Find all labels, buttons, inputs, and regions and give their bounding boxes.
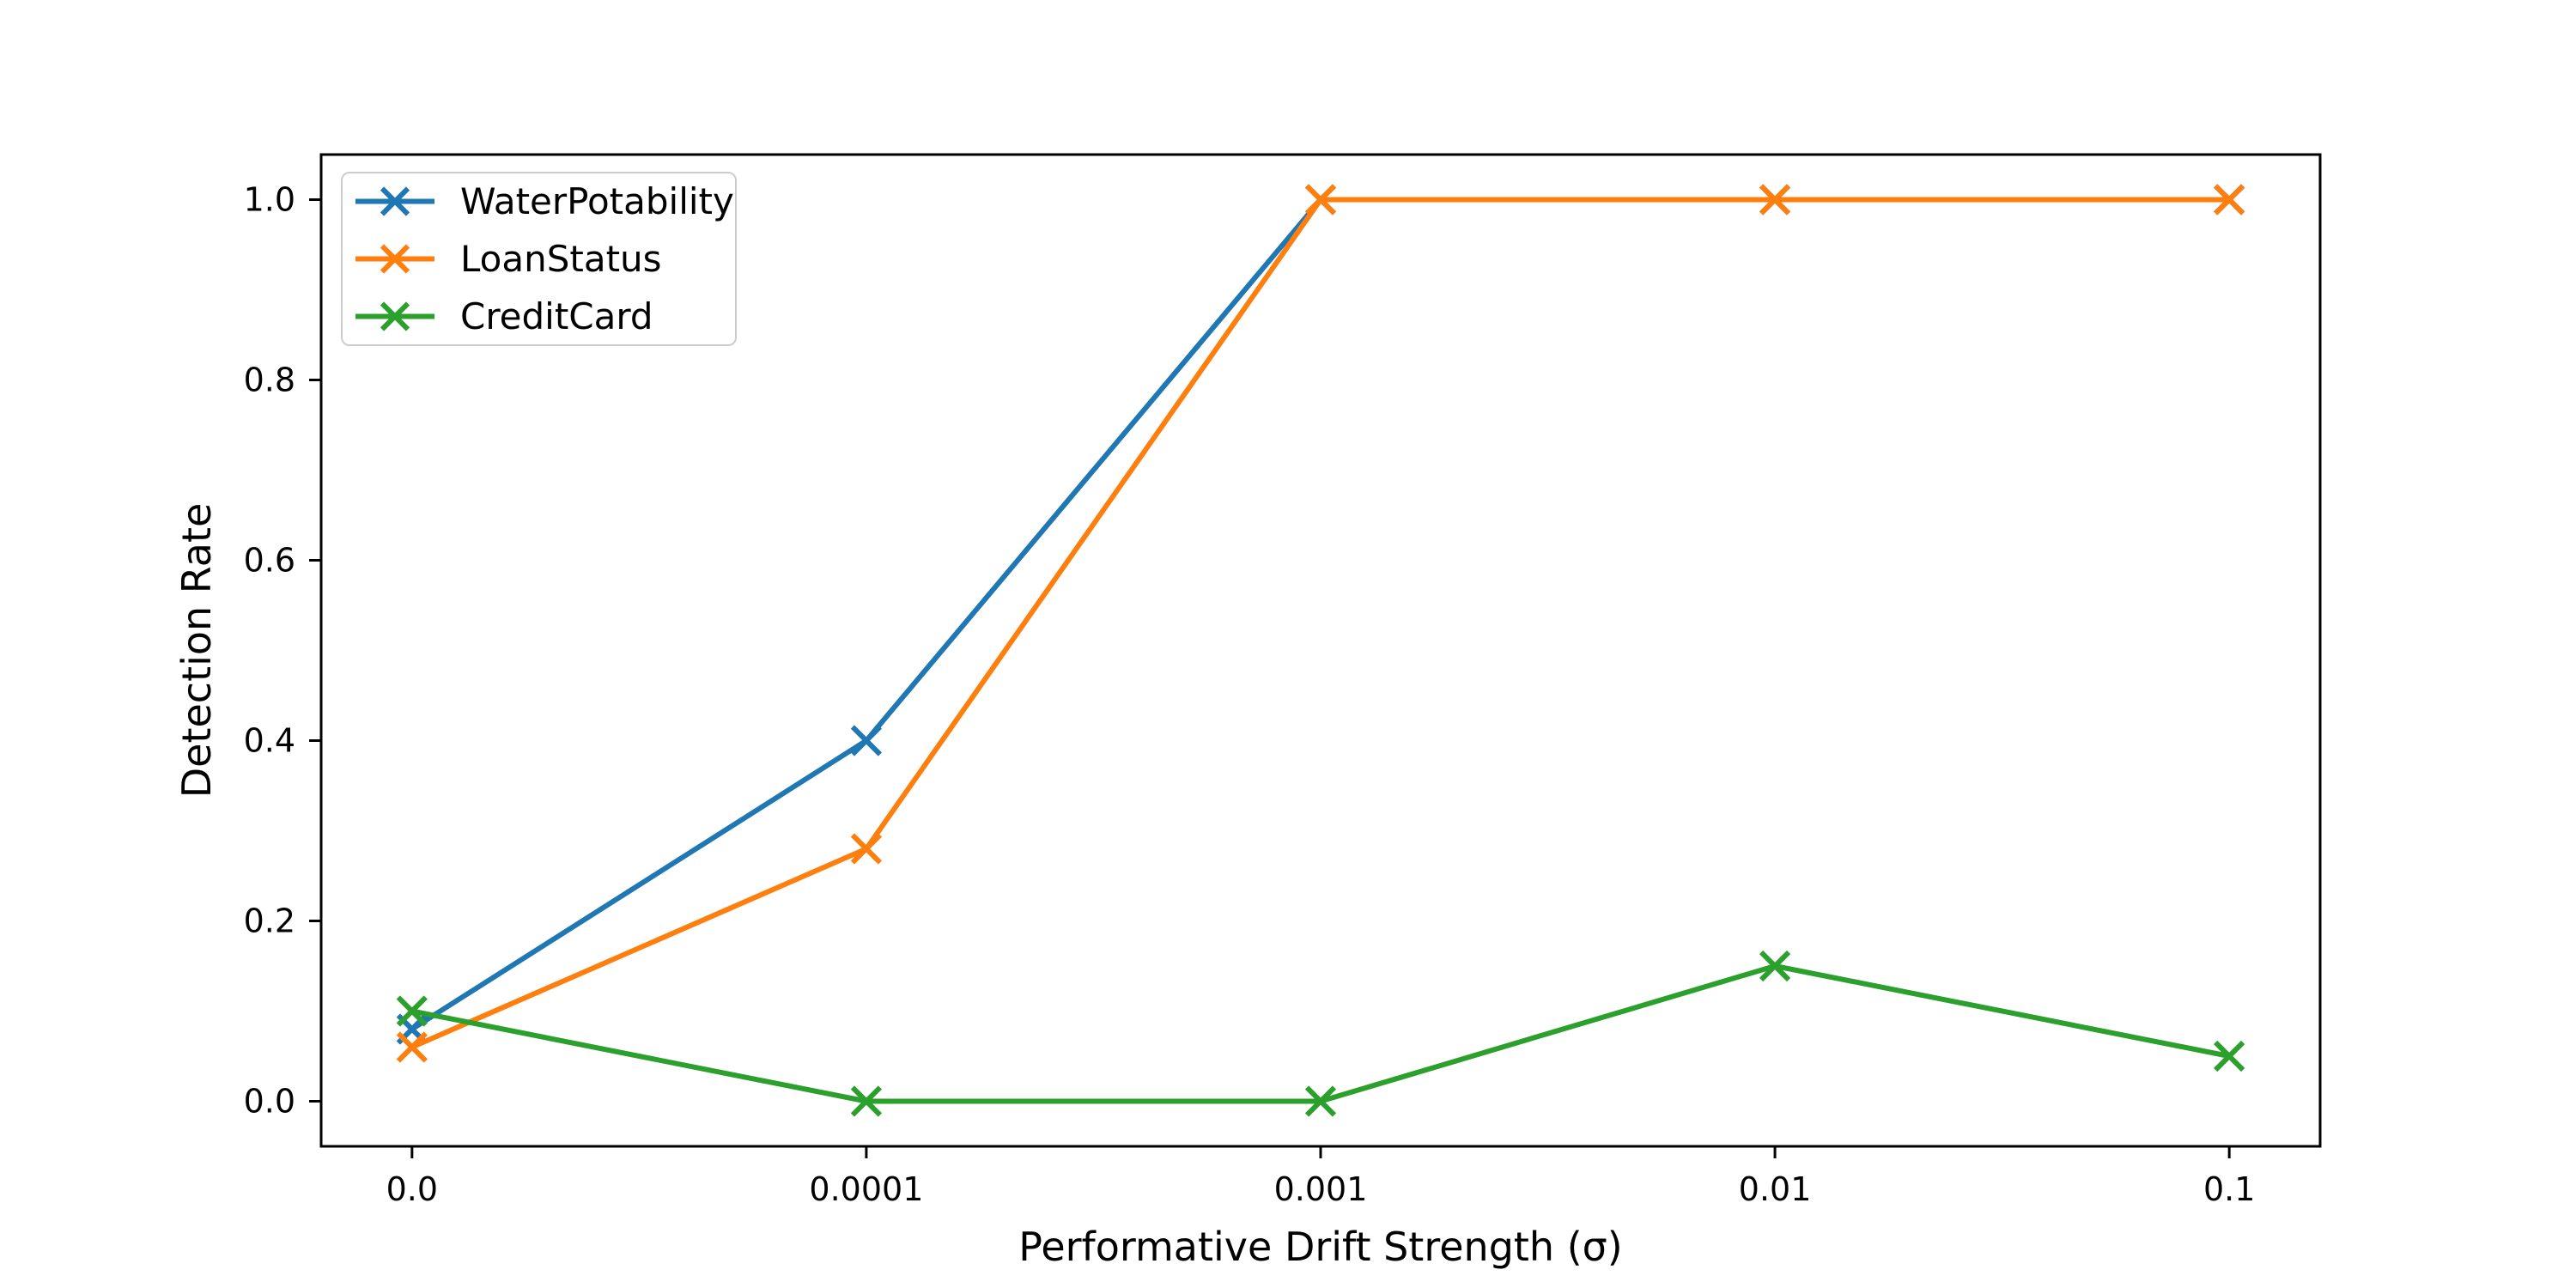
legend-label-CreditCard: CreditCard (460, 295, 653, 337)
series-markers-LoanStatus (396, 184, 2245, 1063)
x-tick-label: 0.0001 (809, 1170, 923, 1208)
x-axis-title: Performative Drift Strength (σ) (1018, 1224, 1623, 1270)
legend-label-LoanStatus: LoanStatus (460, 238, 662, 280)
x-tick-label: 0.001 (1274, 1170, 1368, 1208)
y-tick-label: 0.2 (244, 902, 295, 940)
y-tick-label: 0.8 (244, 361, 295, 399)
y-tick-label: 0.6 (244, 542, 295, 580)
x-tick-label: 0.01 (1739, 1170, 1812, 1208)
legend-sample-marker (380, 186, 410, 216)
series-markers-CreditCard (396, 950, 2245, 1117)
legend-sample-marker (380, 301, 410, 331)
y-axis-title: Detection Rate (173, 503, 220, 799)
legend-sample-marker (380, 244, 410, 274)
x-tick-label: 0.0 (386, 1170, 438, 1208)
y-tick-label: 0.0 (244, 1083, 295, 1121)
series-line-CreditCard (411, 963, 2230, 1104)
y-tick-label: 0.4 (244, 722, 295, 760)
y-tick-label: 1.0 (244, 181, 295, 219)
legend-label-WaterPotability: WaterPotability (460, 180, 734, 222)
x-tick-label: 0.1 (2203, 1170, 2255, 1208)
legend-box (341, 172, 737, 346)
